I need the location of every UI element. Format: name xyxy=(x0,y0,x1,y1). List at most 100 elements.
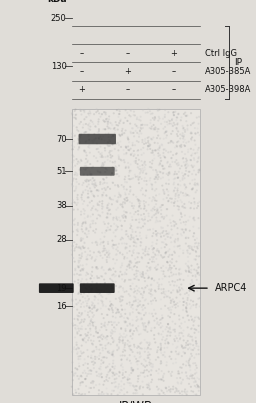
Point xyxy=(131,14,135,21)
Point xyxy=(147,45,152,52)
Point xyxy=(170,145,174,152)
Point xyxy=(100,191,104,197)
Point xyxy=(139,106,143,112)
Point xyxy=(169,266,173,272)
Point xyxy=(141,123,145,129)
Point xyxy=(101,270,105,277)
Point xyxy=(191,212,195,218)
Point xyxy=(78,135,82,141)
Point xyxy=(137,192,141,199)
Point xyxy=(165,184,169,191)
Point xyxy=(81,208,85,215)
Point xyxy=(102,237,106,243)
Point xyxy=(132,162,136,169)
Point xyxy=(140,81,144,87)
Point xyxy=(103,232,107,239)
Point xyxy=(92,286,96,292)
Point xyxy=(92,64,96,70)
Point xyxy=(184,57,188,63)
Point xyxy=(121,33,125,39)
Point xyxy=(147,54,151,61)
Point xyxy=(145,114,149,120)
Point xyxy=(120,83,124,90)
Point xyxy=(182,204,186,211)
Point xyxy=(87,113,91,119)
Point xyxy=(141,146,145,153)
Point xyxy=(177,47,181,54)
Point xyxy=(147,17,151,23)
Point xyxy=(91,96,95,103)
Point xyxy=(130,194,134,200)
Text: 130: 130 xyxy=(51,62,67,71)
Point xyxy=(197,21,201,27)
Point xyxy=(146,44,150,51)
Point xyxy=(87,219,91,226)
Point xyxy=(160,73,164,80)
Point xyxy=(193,14,197,20)
Point xyxy=(196,194,200,200)
Point xyxy=(82,267,87,273)
Point xyxy=(137,53,141,59)
Point xyxy=(187,128,191,134)
Point xyxy=(98,55,102,61)
Point xyxy=(98,198,102,205)
Point xyxy=(141,123,145,130)
Point xyxy=(145,24,150,30)
Point xyxy=(113,231,118,237)
Point xyxy=(140,181,144,187)
Point xyxy=(186,64,190,70)
Point xyxy=(168,92,172,99)
Point xyxy=(113,21,117,27)
Point xyxy=(159,115,164,122)
Point xyxy=(108,94,112,100)
Point xyxy=(73,72,77,78)
Point xyxy=(112,59,116,65)
Point xyxy=(129,283,133,290)
Point xyxy=(182,265,186,271)
Point xyxy=(159,39,163,45)
Point xyxy=(138,167,142,174)
Point xyxy=(90,19,94,25)
Point xyxy=(149,108,153,115)
Point xyxy=(144,39,148,45)
Point xyxy=(138,42,142,49)
Point xyxy=(125,64,129,71)
Point xyxy=(95,28,99,35)
Point xyxy=(121,57,125,63)
Point xyxy=(190,150,194,157)
Point xyxy=(78,17,82,23)
Point xyxy=(104,287,108,294)
Point xyxy=(136,258,141,264)
Point xyxy=(124,233,128,239)
Point xyxy=(183,106,187,112)
Point xyxy=(173,198,177,205)
Point xyxy=(146,52,150,58)
Point xyxy=(178,33,182,39)
Point xyxy=(105,25,109,31)
Point xyxy=(165,64,169,71)
Point xyxy=(119,44,123,51)
Point xyxy=(139,86,143,93)
Point xyxy=(152,241,156,248)
Point xyxy=(143,149,147,155)
Point xyxy=(97,41,101,47)
Point xyxy=(141,252,145,258)
Point xyxy=(82,152,86,158)
Point xyxy=(132,13,136,19)
Point xyxy=(84,171,89,177)
Point xyxy=(104,169,108,175)
Point xyxy=(70,145,74,152)
Point xyxy=(133,285,137,291)
Point xyxy=(81,177,85,183)
Point xyxy=(117,52,121,59)
Point xyxy=(171,70,175,76)
Point xyxy=(140,51,144,58)
Point xyxy=(74,241,79,247)
Point xyxy=(143,118,147,125)
Point xyxy=(91,18,95,25)
Point xyxy=(148,238,152,244)
Point xyxy=(161,226,165,233)
Point xyxy=(141,75,145,81)
Point xyxy=(145,29,149,36)
Text: +: + xyxy=(125,67,131,76)
